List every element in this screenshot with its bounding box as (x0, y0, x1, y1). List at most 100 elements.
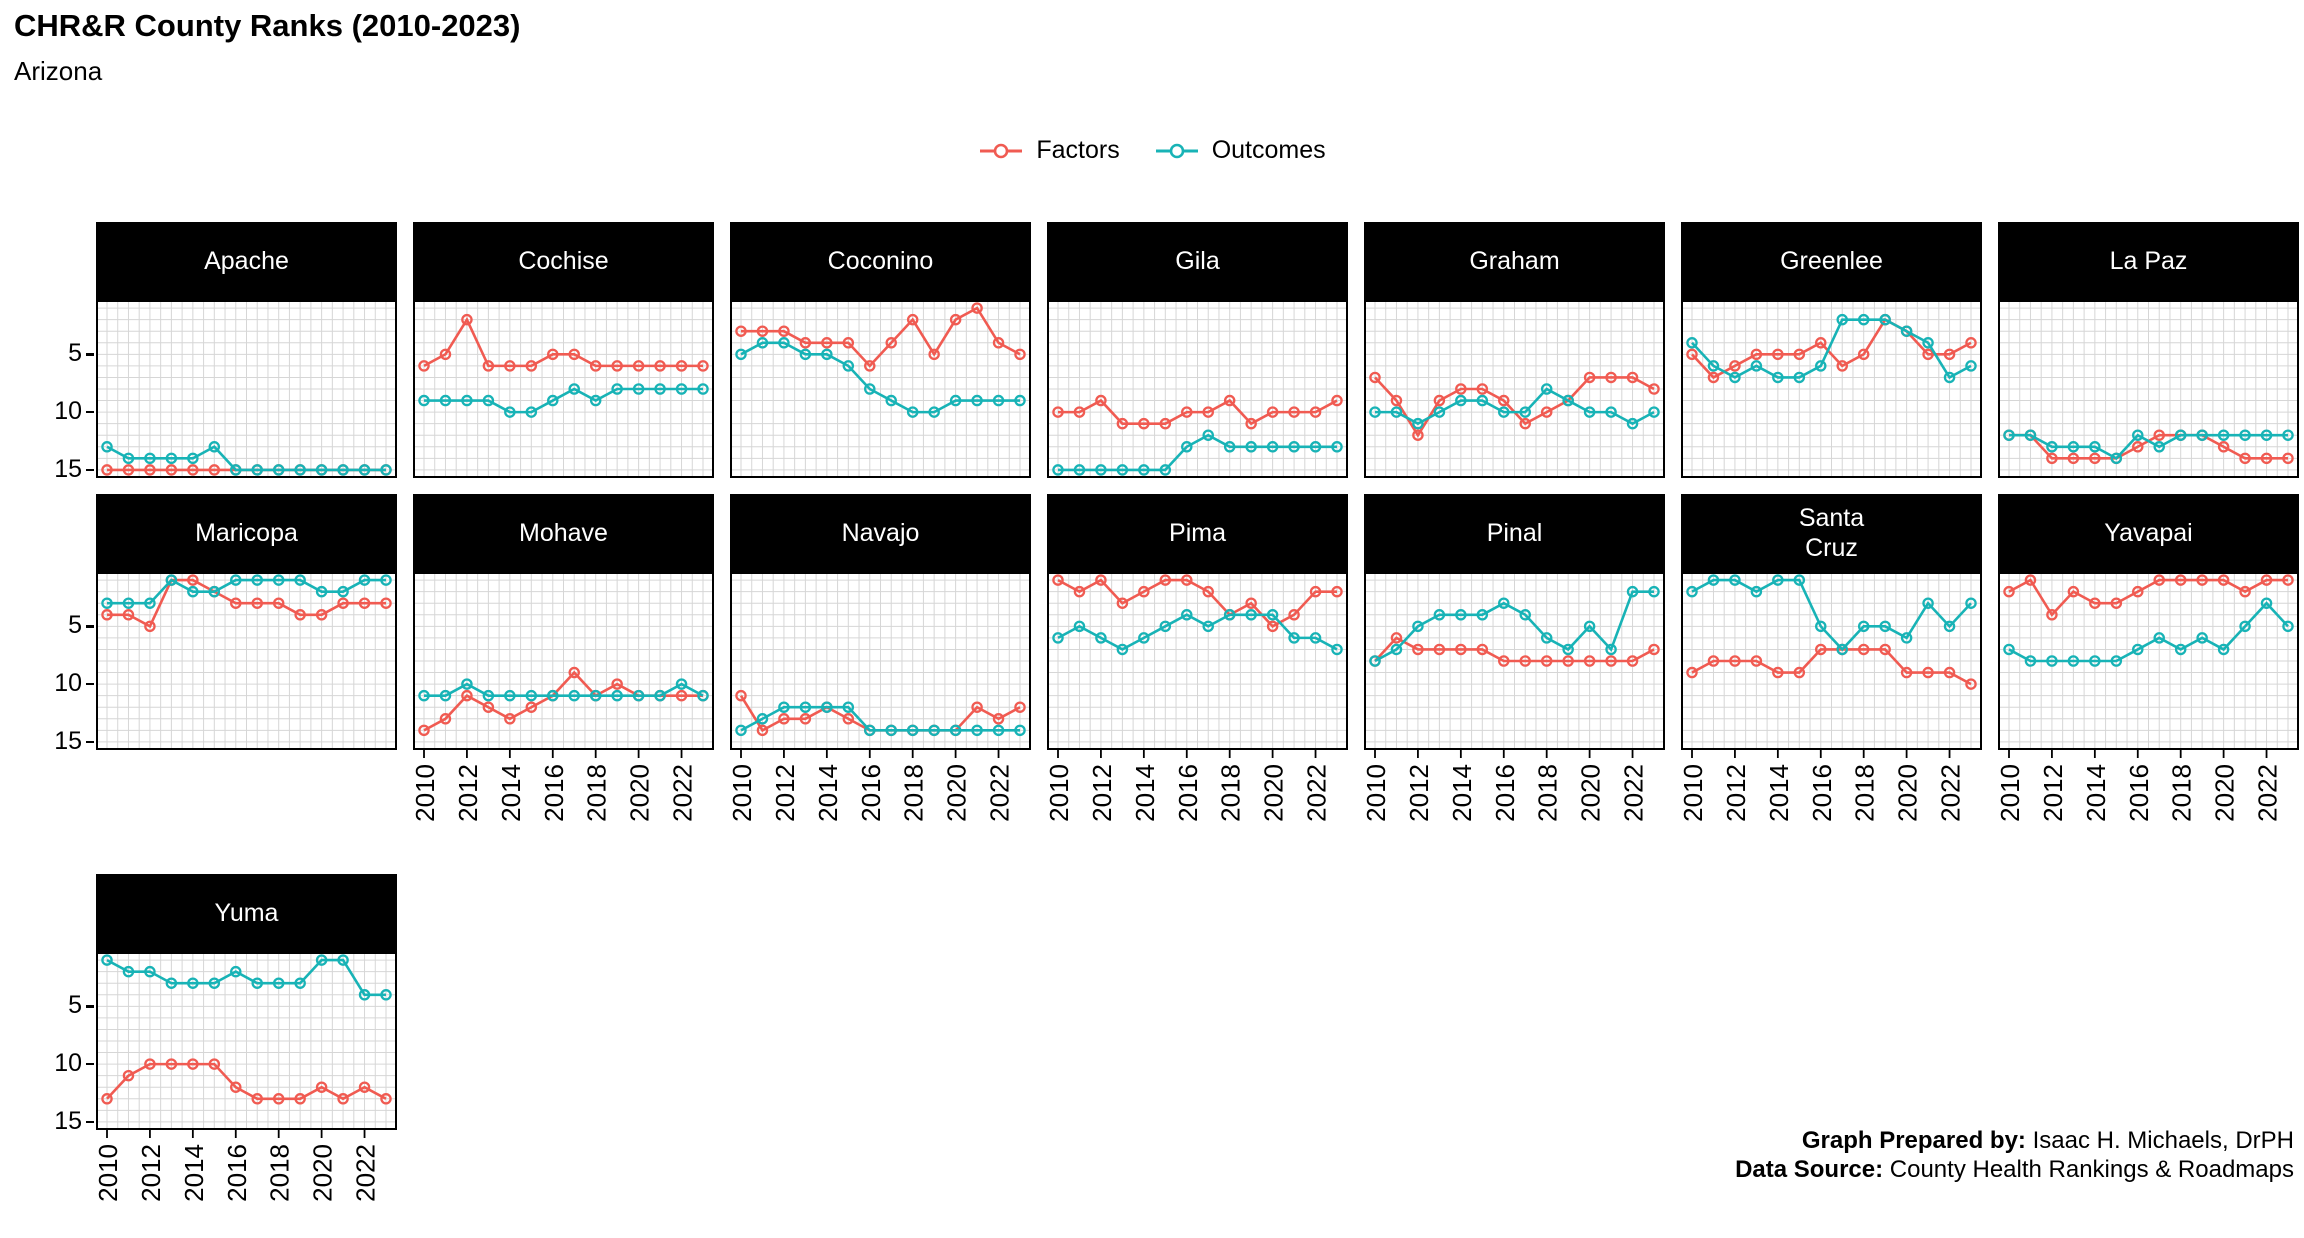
outcomes-point (568, 689, 580, 702)
outcomes-point (1836, 643, 1848, 656)
factors-point (439, 713, 452, 725)
factors-point (358, 597, 371, 609)
factors-point (230, 597, 242, 609)
outcomes-point (778, 701, 790, 713)
outcomes-point (1052, 632, 1064, 644)
panel-title: Apache (96, 222, 397, 300)
factors-point (1455, 643, 1467, 656)
outcomes-point (1138, 464, 1150, 476)
factors-point (187, 1058, 199, 1070)
outcomes-point (461, 394, 473, 407)
outcomes-point (294, 464, 306, 476)
y-tick-mark (86, 353, 94, 356)
factors-point (1857, 643, 1870, 656)
factors-point (1498, 655, 1510, 667)
y-axis-labels: 5 10 15 (46, 300, 94, 481)
outcomes-point (675, 678, 688, 690)
factors-point (1288, 609, 1300, 621)
x-tick-label: 2018 (1850, 764, 1880, 822)
outcomes-point (208, 585, 221, 598)
outcomes-point (380, 574, 392, 586)
y-tick-label: 15 (54, 454, 82, 483)
factors-point (1331, 394, 1343, 407)
factors-point (611, 360, 623, 372)
outcomes-point (1014, 724, 1026, 737)
y-tick-mark (86, 625, 94, 628)
outcomes-point (358, 574, 371, 586)
factors-point (1965, 678, 1977, 690)
factors-point (122, 609, 135, 621)
outcomes-point (1116, 464, 1129, 476)
x-tick-label: 2022 (1302, 764, 1332, 822)
factors-point (864, 360, 876, 372)
y-axis-labels: 5 10 15 (46, 952, 94, 1133)
panel-title: Pinal (1364, 494, 1665, 572)
outcomes-point (1309, 632, 1322, 644)
outcomes-point (589, 689, 602, 702)
x-tick-label: 2014 (1447, 764, 1477, 822)
outcomes-point (525, 406, 538, 418)
factors-point (461, 313, 473, 326)
outcomes-point (1922, 337, 1934, 349)
outcomes-point (2153, 441, 2165, 453)
outcomes-point (971, 394, 983, 407)
page-subtitle: Arizona (14, 56, 103, 86)
outcomes-point (885, 724, 897, 737)
x-tick-label: 2012 (1087, 764, 1117, 822)
outcomes-point (1707, 574, 1720, 586)
outcomes-point (208, 977, 221, 989)
outcomes-point (2239, 620, 2251, 633)
outcomes-point (756, 713, 769, 725)
factors-point (1014, 348, 1026, 361)
outcomes-point (1181, 609, 1193, 621)
outcomes-point (1583, 406, 1596, 418)
factors-point (144, 620, 156, 633)
outcomes-point (2110, 452, 2123, 465)
factors-point (122, 1069, 135, 1082)
outcomes-point (122, 452, 135, 465)
factors-point (2089, 597, 2101, 609)
outcomes-point (208, 441, 221, 453)
outcomes-point (101, 441, 113, 453)
factors-point (504, 713, 516, 725)
factors-point (144, 1058, 156, 1070)
factors-point (906, 313, 919, 326)
factors-point (568, 666, 580, 679)
outcomes-point (439, 394, 452, 407)
factors-point (756, 724, 769, 737)
factors-point (358, 1081, 371, 1093)
outcomes-point (2174, 429, 2187, 441)
x-tick-label: 2022 (668, 764, 698, 822)
y-tick-label: 10 (54, 397, 82, 426)
outcomes-point (187, 585, 199, 598)
factors-point (1729, 655, 1741, 667)
outcomes-point (1583, 620, 1596, 633)
panel-plot (1681, 572, 1982, 750)
x-tick-label: 2022 (351, 1144, 381, 1202)
factors-point (928, 348, 940, 361)
factors-point (187, 464, 199, 476)
factors-point (1331, 585, 1343, 598)
outcomes-point (2196, 429, 2208, 441)
factors-point (1095, 394, 1107, 407)
factors-point (1116, 597, 1129, 609)
factors-point (1750, 655, 1763, 667)
factors-point (1412, 643, 1424, 656)
outcomes-point (799, 348, 812, 361)
factors-point (294, 1093, 306, 1105)
outcomes-point (1793, 371, 1806, 384)
panel-title: Coconino (730, 222, 1031, 300)
outcomes-point (1729, 574, 1741, 586)
panel-title: Graham (1364, 222, 1665, 300)
factors-point (1750, 348, 1763, 361)
outcomes-point (1879, 620, 1891, 633)
factors-point (1455, 383, 1467, 395)
outcomes-point (2217, 429, 2230, 441)
factors-point (1943, 666, 1956, 679)
factors-point (2196, 574, 2208, 586)
outcomes-point (589, 394, 602, 407)
outcomes-point (1943, 371, 1956, 384)
x-tick-label: 2012 (2038, 764, 2068, 822)
panel-coconino: Coconino (730, 222, 1031, 478)
x-axis-labels: 2010 2012 2014 2016 2018 2020 2022 (1047, 750, 1332, 822)
